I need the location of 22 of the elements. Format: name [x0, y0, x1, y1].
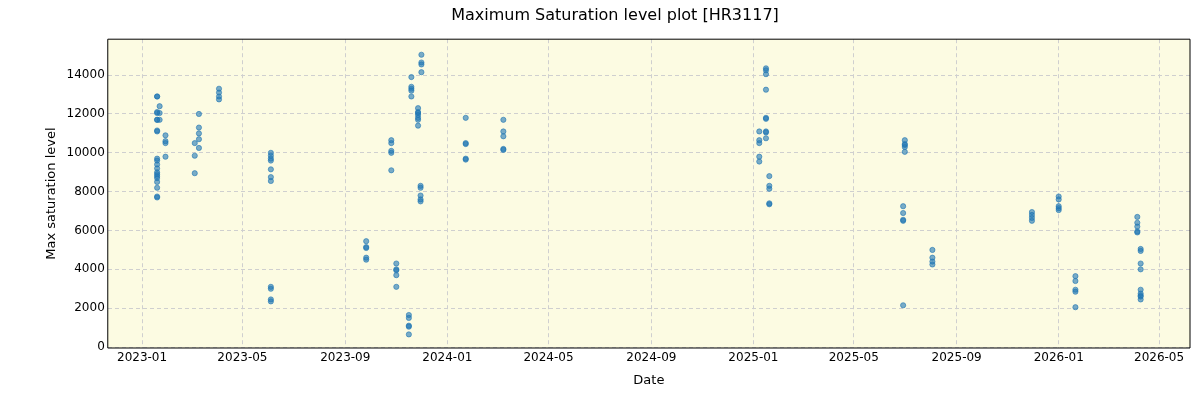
x-tick-label: 2024-05: [523, 350, 574, 365]
y-tick-label: 14000: [66, 67, 105, 82]
x-tick-label: 2025-09: [931, 350, 982, 365]
x-tick-label: 2023-05: [217, 350, 268, 365]
x-tick-label: 2026-01: [1033, 350, 1084, 365]
x-axis-title: Date: [633, 371, 665, 387]
x-tick-label: 2024-09: [626, 350, 677, 365]
y-tick-label: 0: [97, 339, 105, 354]
x-tick-label: 2023-01: [116, 350, 168, 365]
chart-title: Maximum Saturation level plot [HR3117]: [451, 4, 779, 24]
x-tick-label: 2023-09: [320, 350, 371, 365]
x-tick-label: 2025-05: [828, 350, 879, 365]
y-tick-label: 12000: [66, 106, 105, 121]
y-tick-label: 4000: [74, 261, 105, 276]
y-tick-label: 6000: [74, 222, 105, 237]
y-axis-title: Max saturation level: [43, 127, 59, 260]
x-tick-label: 2024-01: [422, 350, 473, 365]
y-tick-label: 10000: [66, 144, 105, 159]
x-tick-label: 2025-01: [728, 350, 779, 365]
x-tick-label: 2026-05: [1133, 350, 1185, 365]
y-tick-label: 8000: [74, 183, 105, 198]
y-tick-label: 2000: [74, 300, 105, 315]
